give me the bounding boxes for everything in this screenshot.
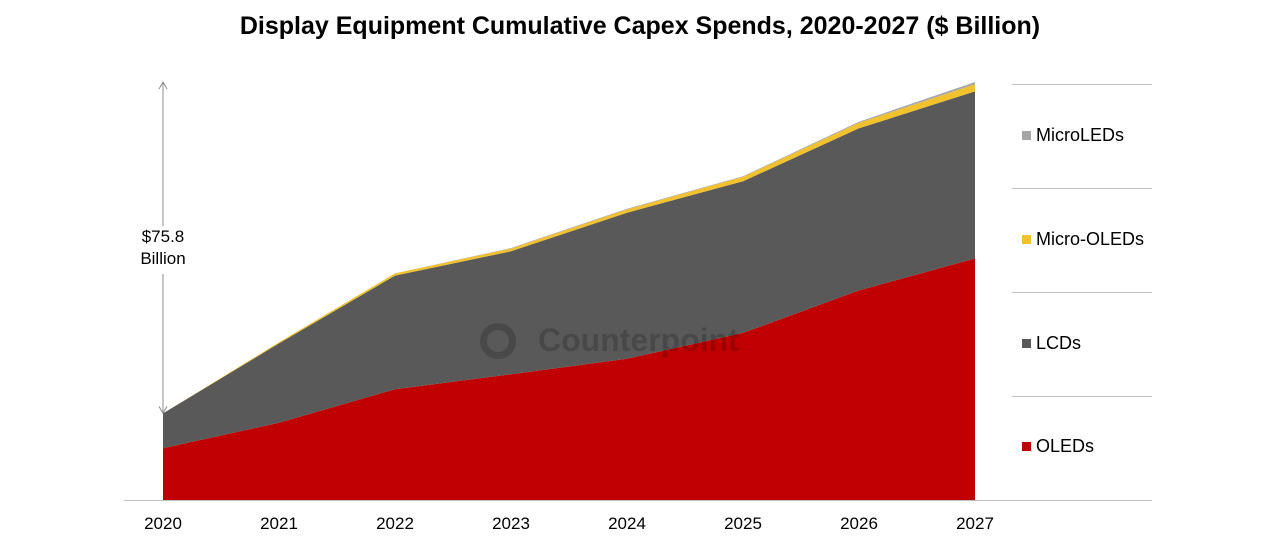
legend-separator (1012, 188, 1152, 189)
x-axis: 2020 2021 2022 2023 2024 2025 2026 2027 (124, 500, 1152, 533)
x-tick-label: 2020 (144, 514, 182, 533)
x-tick-label: 2023 (492, 514, 530, 533)
x-tick-label: 2027 (956, 514, 994, 533)
legend-swatch-microleds (1022, 131, 1031, 140)
legend-separator (1012, 292, 1152, 293)
x-tick-label: 2024 (608, 514, 646, 533)
legend-separator (1012, 84, 1152, 85)
x-tick-label: 2021 (260, 514, 298, 533)
area-micro-oleds (163, 84, 975, 414)
legend-separator (1012, 500, 1152, 501)
x-tick-label: 2022 (376, 514, 414, 533)
arrow-head-up-icon (158, 80, 168, 90)
legend-swatch-oleds (1022, 442, 1031, 451)
total-annotation-unit: Billion (140, 249, 186, 268)
legend-label-oleds: OLEDs (1036, 436, 1095, 456)
legend-label-lcds: LCDs (1036, 333, 1082, 353)
arrow-head-down-icon (158, 406, 168, 415)
legend-item-microleds: MicroLEDs (1022, 125, 1124, 146)
legend-swatch-lcds (1022, 339, 1031, 348)
legend-separator (1012, 396, 1152, 397)
legend-item-oleds: OLEDs (1022, 436, 1094, 457)
series-areas (163, 82, 975, 500)
total-span-arrow (158, 80, 168, 415)
total-annotation: $75.8 Billion (128, 226, 198, 270)
watermark: Counterpoint (480, 322, 739, 359)
counterpoint-logo-icon (480, 322, 516, 359)
x-tick-label: 2025 (724, 514, 762, 533)
legend-swatch-micro-oleds (1022, 235, 1031, 244)
watermark-text: Counterpoint (538, 322, 739, 358)
chart-title: Display Equipment Cumulative Capex Spend… (239, 12, 1041, 40)
x-tick-label: 2026 (840, 514, 878, 533)
legend-item-lcds: LCDs (1022, 333, 1081, 354)
legend-label-micro-oleds: Micro-OLEDs (1036, 229, 1145, 249)
legend-label-microleds: MicroLEDs (1036, 125, 1125, 145)
total-annotation-value: $75.8 (141, 227, 185, 246)
area-lcds (163, 91, 975, 449)
area-oleds (163, 258, 975, 500)
legend-item-micro-oleds: Micro-OLEDs (1022, 229, 1144, 250)
